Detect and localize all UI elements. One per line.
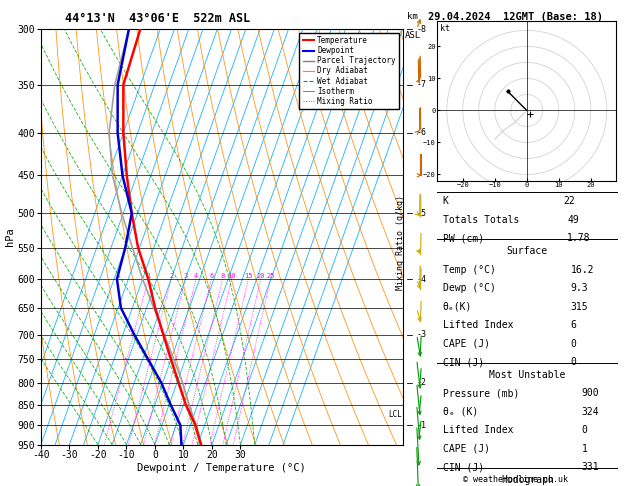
Text: 29.04.2024  12GMT (Base: 18): 29.04.2024 12GMT (Base: 18): [428, 12, 603, 22]
Text: Temp (°C): Temp (°C): [443, 264, 496, 275]
Text: © weatheronline.co.uk: © weatheronline.co.uk: [464, 474, 568, 484]
Text: 331: 331: [582, 462, 599, 472]
Text: -8: -8: [416, 25, 426, 34]
Text: 44°13'N  43°06'E  522m ASL: 44°13'N 43°06'E 522m ASL: [65, 12, 250, 25]
Text: 315: 315: [571, 302, 588, 312]
Text: 8: 8: [221, 273, 225, 279]
Text: Pressure (mb): Pressure (mb): [443, 388, 519, 399]
Text: -6: -6: [416, 128, 426, 138]
Text: -4: -4: [416, 275, 426, 283]
X-axis label: Dewpoint / Temperature (°C): Dewpoint / Temperature (°C): [137, 463, 306, 473]
Text: -5: -5: [416, 209, 426, 218]
Text: 900: 900: [582, 388, 599, 399]
Text: 0: 0: [582, 425, 587, 435]
Text: Dewp (°C): Dewp (°C): [443, 283, 496, 293]
Text: Most Unstable: Most Unstable: [489, 370, 565, 380]
Text: CAPE (J): CAPE (J): [443, 339, 489, 348]
Text: 49: 49: [567, 215, 579, 225]
Text: 3: 3: [184, 273, 187, 279]
Text: 1: 1: [582, 444, 587, 454]
Text: kt: kt: [440, 24, 450, 33]
Text: 2: 2: [169, 273, 174, 279]
Text: 4: 4: [194, 273, 198, 279]
Text: 22: 22: [564, 196, 576, 206]
Text: 10: 10: [227, 273, 236, 279]
Legend: Temperature, Dewpoint, Parcel Trajectory, Dry Adiabat, Wet Adiabat, Isotherm, Mi: Temperature, Dewpoint, Parcel Trajectory…: [299, 33, 399, 109]
Text: 6: 6: [209, 273, 213, 279]
Text: 0: 0: [571, 357, 577, 367]
Text: θₑ(K): θₑ(K): [443, 302, 472, 312]
Text: PW (cm): PW (cm): [443, 233, 484, 243]
Text: -1: -1: [416, 421, 426, 430]
Text: K: K: [443, 196, 448, 206]
Text: -3: -3: [416, 330, 426, 339]
Text: -7: -7: [416, 80, 426, 89]
Text: 0: 0: [571, 339, 577, 348]
Text: 6: 6: [571, 320, 577, 330]
Text: Lifted Index: Lifted Index: [443, 320, 513, 330]
Text: CIN (J): CIN (J): [443, 357, 484, 367]
Text: Totals Totals: Totals Totals: [443, 215, 519, 225]
Text: LCL: LCL: [388, 410, 402, 419]
Text: km: km: [407, 12, 418, 21]
Text: 25: 25: [266, 273, 275, 279]
Text: -2: -2: [416, 378, 426, 387]
Text: Hodograph: Hodograph: [501, 475, 554, 486]
Text: Surface: Surface: [507, 246, 548, 256]
Text: 15: 15: [244, 273, 253, 279]
Y-axis label: hPa: hPa: [5, 227, 15, 246]
Text: θₑ (K): θₑ (K): [443, 407, 478, 417]
Text: Mixing Ratio (g/kg): Mixing Ratio (g/kg): [396, 195, 405, 291]
Text: 1: 1: [146, 273, 150, 279]
Text: 1.78: 1.78: [567, 233, 591, 243]
Text: CIN (J): CIN (J): [443, 462, 484, 472]
Text: 324: 324: [582, 407, 599, 417]
Text: 16.2: 16.2: [571, 264, 594, 275]
Text: Lifted Index: Lifted Index: [443, 425, 513, 435]
Text: CAPE (J): CAPE (J): [443, 444, 489, 454]
Text: 20: 20: [257, 273, 265, 279]
Text: ASL: ASL: [404, 31, 421, 40]
Text: 9.3: 9.3: [571, 283, 588, 293]
